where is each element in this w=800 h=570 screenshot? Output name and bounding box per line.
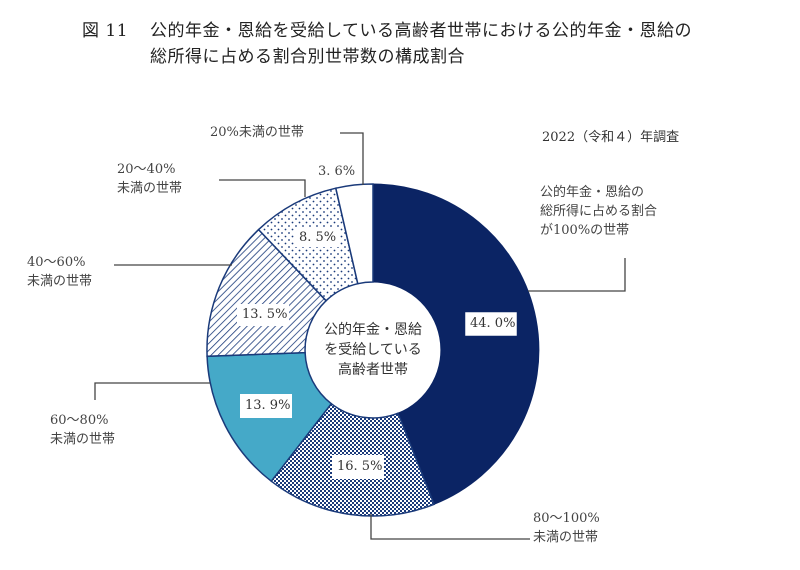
- center-label-line-1: 公的年金・恩給: [324, 322, 422, 338]
- leader-lines: [94, 132, 626, 540]
- label-line: 未満の世帯: [50, 432, 116, 447]
- category-label-20-40pct: 20～40% 未満の世帯: [117, 160, 182, 198]
- chart-title: 図 11 公的年金・恩給を受給している高齢者世帯における公的年金・恩給の 総所得に…: [82, 18, 692, 70]
- slice-under-20pct: [334, 183, 374, 285]
- value-label-40-60pct: 13. 5%: [242, 307, 288, 322]
- label-line: 未満の世帯: [27, 274, 93, 289]
- label-line: 未満の世帯: [117, 181, 183, 196]
- label-line: 未満の世帯: [533, 530, 599, 545]
- leader-20-40pct: [219, 179, 306, 197]
- value-label-under-20pct: 3. 6%: [318, 164, 356, 179]
- figure-number: 図 11: [82, 21, 129, 41]
- value-label-20-40pct: 8. 5%: [299, 230, 337, 245]
- category-label-80-100pct: 80～100% 未満の世帯: [533, 509, 600, 547]
- survey-note: 2022（令和４）年調査: [542, 130, 680, 145]
- label-line: 総所得に占める割合: [540, 204, 658, 219]
- center-label-line-2: を受給している: [324, 342, 422, 358]
- value-label-60-80pct: 13. 9%: [245, 398, 291, 413]
- category-label-40-60pct: 40～60% 未満の世帯: [27, 253, 92, 291]
- label-line: 40～60%: [27, 255, 86, 270]
- category-label-100pct: 公的年金・恩給の 総所得に占める割合 が100%の世帯: [540, 183, 657, 240]
- leader-60-80pct: [94, 382, 210, 400]
- slice-100pct: [372, 183, 540, 505]
- category-label-under-20pct: 20%未満の世帯: [210, 123, 304, 142]
- label-line: 60～80%: [50, 413, 109, 428]
- leader-80-100pct: [370, 514, 530, 540]
- label-line: 公的年金・恩給の: [540, 185, 645, 200]
- value-label-100pct: 44. 0%: [470, 316, 516, 331]
- center-label-line-3: 高齢者世帯: [338, 362, 408, 378]
- title-line-2: 総所得に占める割合別世帯数の構成割合: [150, 47, 465, 67]
- leader-100pct: [528, 258, 626, 292]
- label-line: が100%の世帯: [540, 223, 630, 238]
- value-label-80-100pct: 16. 5%: [337, 459, 383, 474]
- label-line: 20%未満の世帯: [210, 125, 304, 140]
- label-line: 80～100%: [533, 511, 600, 526]
- leader-under-20pct: [340, 132, 364, 185]
- label-line: 20～40%: [117, 162, 176, 177]
- category-label-60-80pct: 60～80% 未満の世帯: [50, 411, 115, 449]
- slice-40-60pct: [206, 228, 328, 358]
- title-line-1: 公的年金・恩給を受給している高齢者世帯における公的年金・恩給の: [150, 21, 692, 41]
- center-label: 公的年金・恩給 を受給している 高齢者世帯: [303, 320, 443, 380]
